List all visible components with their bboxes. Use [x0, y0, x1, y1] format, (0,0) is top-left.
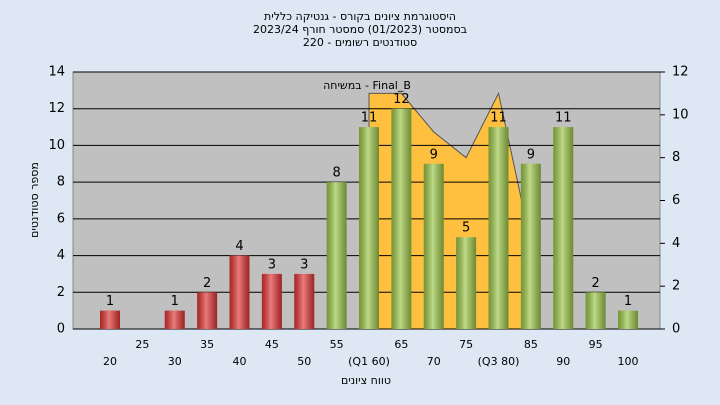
bar-shine	[423, 163, 444, 329]
y-tick-label: 14	[48, 65, 65, 80]
bar-shine	[294, 273, 315, 329]
x-tick-label: 85	[524, 338, 538, 351]
y2-tick-label: 12	[672, 65, 689, 80]
value-label: 2	[203, 276, 211, 291]
value-label: 2	[591, 276, 599, 291]
x-tick-label: 50	[297, 355, 311, 368]
chart-title: היסטוגרמת ציונים בקורס - גנטיקה כללית	[264, 10, 456, 23]
y-tick-label: 0	[57, 322, 65, 337]
value-label: 1	[106, 294, 114, 309]
x-axis-title: טווח ציונים	[341, 374, 391, 387]
bar-shine	[618, 310, 638, 329]
annotation: במשיחה - Final_B	[323, 79, 411, 92]
value-label: 11	[490, 111, 507, 126]
x-tick-label: 30	[168, 355, 182, 368]
x-tick-label: (Q3 80)	[478, 355, 520, 368]
x-tick-label: 55	[330, 338, 344, 351]
y2-tick-label: 6	[672, 193, 680, 208]
bar-shine	[197, 292, 218, 329]
y-tick-label: 6	[57, 211, 65, 226]
y2-tick-label: 10	[672, 107, 689, 122]
y-tick-label: 8	[57, 175, 65, 190]
x-tick-label: 100	[618, 355, 639, 368]
x-tick-label: 70	[427, 355, 441, 368]
bar-shine	[359, 127, 379, 329]
value-label: 3	[300, 257, 308, 272]
value-label: 9	[430, 147, 438, 162]
y2-tick-label: 0	[672, 322, 680, 337]
chart-subtitle: בסמסטר (01/2023) סמסטר חורף 2023/24	[253, 23, 467, 36]
value-label: 9	[527, 147, 535, 162]
bar-shine	[488, 127, 509, 329]
y-tick-label: 12	[48, 101, 65, 116]
value-label: 8	[332, 166, 340, 181]
x-tick-label: 35	[200, 338, 214, 351]
bar-shine	[326, 182, 347, 329]
x-tick-label: 25	[135, 338, 149, 351]
x-tick-label: 75	[459, 338, 473, 351]
x-tick-label: 65	[394, 338, 408, 351]
bar-shine	[261, 273, 282, 329]
value-label: 1	[171, 294, 179, 309]
value-label: 12	[393, 92, 410, 107]
value-label: 3	[268, 257, 276, 272]
y2-tick-label: 2	[672, 279, 680, 294]
x-tick-label: 40	[233, 355, 247, 368]
bar-shine	[229, 255, 250, 329]
y2-tick-label: 8	[672, 150, 680, 165]
bar-shine	[164, 310, 185, 329]
value-label: 1	[624, 294, 632, 309]
x-tick-label: 20	[103, 355, 117, 368]
x-tick-label: (Q1 60)	[348, 355, 390, 368]
x-tick-label: 95	[589, 338, 603, 351]
chart-subtitle: סטודנטים רשומים - 220	[303, 36, 417, 49]
x-tick-label: 90	[556, 355, 570, 368]
bar-shine	[391, 108, 412, 329]
x-tick-label: 45	[265, 338, 279, 351]
bar-shine	[585, 292, 606, 329]
y-tick-label: 4	[57, 248, 65, 263]
bar-shine	[100, 310, 120, 329]
y-tick-label: 2	[57, 285, 65, 300]
y-axis-title: מספר סטודנטים	[28, 162, 41, 238]
value-label: 4	[235, 239, 243, 254]
bar-shine	[520, 163, 541, 329]
value-label: 11	[555, 111, 572, 126]
value-label: 5	[462, 221, 470, 236]
bar-shine	[553, 127, 574, 329]
value-label: 11	[361, 111, 378, 126]
y2-tick-label: 4	[672, 236, 680, 251]
y-tick-label: 10	[48, 138, 65, 153]
bar-shine	[456, 237, 477, 329]
